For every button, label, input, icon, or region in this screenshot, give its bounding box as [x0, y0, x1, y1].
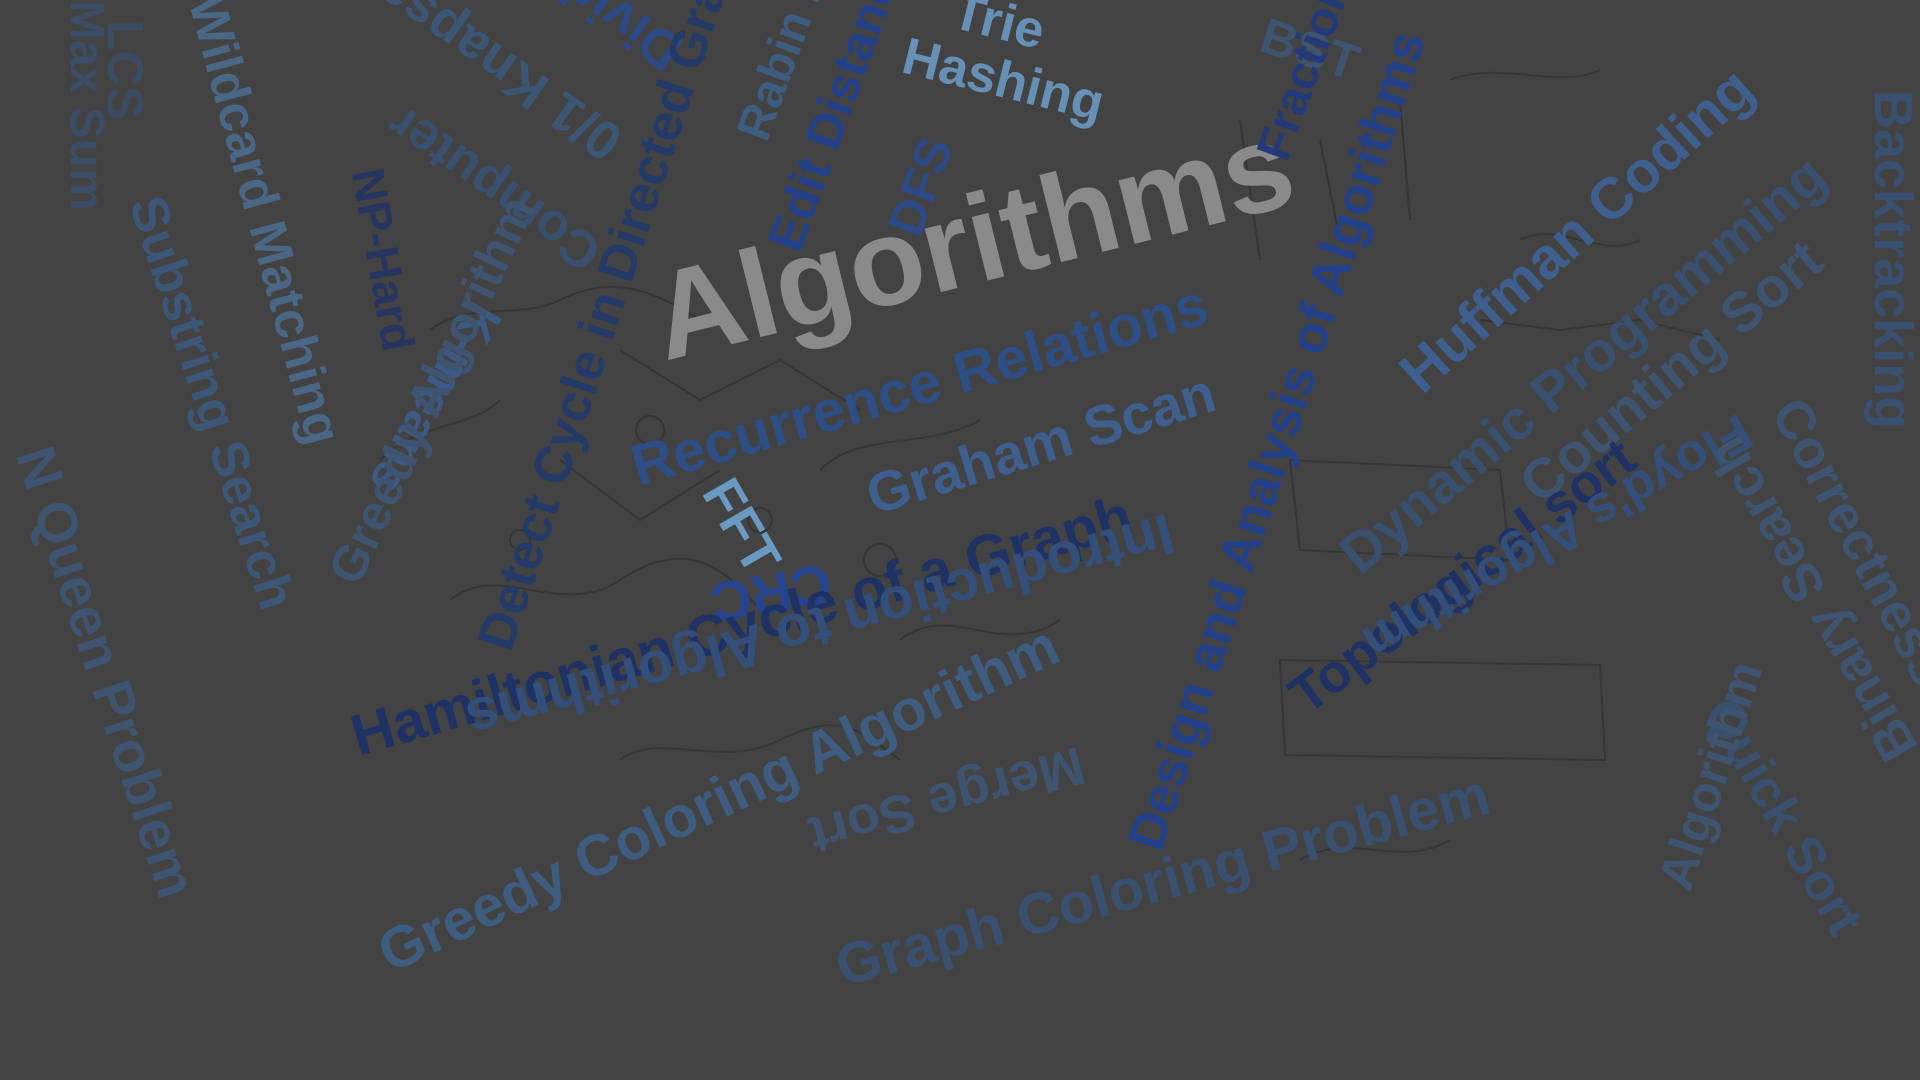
- word-max-sum: Max Sum: [60, 0, 113, 211]
- word-backtracking: Backtracking: [1863, 90, 1920, 430]
